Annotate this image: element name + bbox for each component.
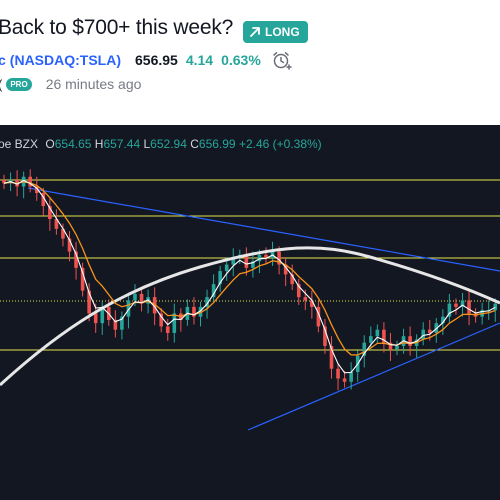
session-change: +2.46 (+0.38%) (238, 137, 322, 151)
candle-body[interactable] (467, 300, 471, 314)
candle-body[interactable] (382, 329, 386, 343)
ascending-trendline[interactable] (247, 322, 500, 431)
pro-badge: PRO (6, 77, 32, 91)
ohlc-legend: oe BZX O654.65 H657.44 L652.94 C656.99 +… (0, 137, 322, 151)
candle-body[interactable] (408, 336, 412, 346)
candle-body[interactable] (277, 251, 281, 265)
candle-body[interactable] (251, 261, 255, 268)
candle-body[interactable] (48, 206, 52, 220)
data-source: oe BZX (0, 137, 39, 151)
candle-body[interactable] (244, 254, 249, 268)
candle-body[interactable] (375, 329, 380, 337)
symbol-name[interactable]: c (0, 52, 6, 68)
low-value: 652.94 (150, 137, 187, 151)
candle-body[interactable] (172, 313, 177, 333)
close-value: 656.99 (198, 137, 236, 151)
candle-body[interactable] (34, 186, 39, 194)
post-timestamp: 26 minutes ago (45, 76, 142, 92)
candle-body[interactable] (2, 180, 6, 184)
price-change-percent: 0.63% (221, 52, 261, 68)
candle-body[interactable] (395, 345, 399, 350)
candle-body[interactable] (460, 300, 465, 307)
candle-body[interactable] (41, 193, 46, 207)
idea-title[interactable]: Back to $700+ this week? (0, 16, 234, 39)
low-label: L (143, 137, 151, 151)
candle-body[interactable] (257, 254, 262, 262)
candle-body[interactable] (290, 274, 294, 285)
fast-moving-average[interactable] (3, 179, 496, 374)
candle-body[interactable] (93, 313, 98, 324)
candle-body[interactable] (296, 284, 301, 298)
candle-body[interactable] (165, 326, 170, 333)
candle-body[interactable] (54, 219, 59, 229)
candle-body[interactable] (342, 378, 347, 382)
candle-body[interactable] (329, 345, 334, 369)
candle-body[interactable] (283, 264, 288, 275)
trendlines (27, 187, 500, 431)
candle-body[interactable] (198, 306, 203, 317)
candle-body[interactable] (74, 251, 78, 268)
alarm-clock-plus-icon[interactable] (271, 50, 293, 70)
chart-canvas[interactable] (0, 125, 500, 500)
candle-body[interactable] (454, 303, 458, 307)
candle-body[interactable] (80, 267, 85, 291)
candle-body[interactable] (323, 326, 327, 346)
candle-body[interactable] (447, 303, 452, 317)
high-label: H (94, 137, 104, 151)
candle-body[interactable] (349, 371, 353, 382)
candle-body[interactable] (152, 297, 157, 314)
candle-body[interactable] (113, 319, 118, 330)
price-change: 4.14 (185, 52, 214, 68)
candle-body[interactable] (231, 258, 236, 265)
symbol-ticker-link[interactable]: (NASDAQ:TSLA) (9, 52, 122, 68)
candle-body[interactable] (67, 238, 72, 252)
candle-body[interactable] (211, 284, 216, 298)
candle-body[interactable] (336, 368, 340, 379)
candle-body[interactable] (218, 271, 222, 285)
open-label: O (45, 137, 55, 151)
candle-body[interactable] (388, 342, 393, 350)
candle-body[interactable] (303, 297, 308, 301)
open-value: 654.65 (54, 137, 92, 151)
candle-body[interactable] (126, 300, 131, 317)
candle-body[interactable] (28, 176, 32, 187)
candle-body[interactable] (61, 228, 65, 239)
long-badge: LONG (243, 21, 308, 43)
author-name[interactable]: ( (0, 77, 2, 92)
candle-body[interactable] (100, 306, 105, 324)
descending-trendline[interactable] (27, 187, 500, 272)
price-chart[interactable]: oe BZX O654.65 H657.44 L652.94 C656.99 +… (0, 125, 500, 500)
arrow-up-right-icon (250, 27, 260, 37)
candle-body[interactable] (139, 293, 144, 304)
long-moving-average[interactable] (0, 246, 500, 387)
last-price: 656.95 (135, 52, 178, 68)
candle-body[interactable] (316, 306, 321, 327)
idea-header: Back to $700+ this week? LONG c (NASDAQ:… (0, 0, 500, 125)
candle-body[interactable] (87, 290, 91, 314)
candle-body[interactable] (264, 254, 268, 259)
candle-body[interactable] (362, 342, 367, 356)
symbol-row: c (NASDAQ:TSLA) 656.95 4.14 0.63% (0, 50, 293, 70)
candle-body[interactable] (421, 329, 425, 340)
candle-body[interactable] (441, 316, 445, 324)
moving-averages (0, 179, 500, 387)
candle-body[interactable] (493, 303, 498, 311)
candle-body[interactable] (159, 313, 163, 327)
high-value: 657.44 (103, 137, 141, 151)
candle-body[interactable] (369, 336, 373, 343)
candle-body[interactable] (224, 264, 229, 272)
candle-body[interactable] (133, 293, 137, 301)
candle-body[interactable] (310, 300, 314, 307)
candles (2, 169, 498, 391)
candle-body[interactable] (192, 306, 196, 317)
close-label: C (190, 137, 199, 151)
candle-body[interactable] (205, 297, 209, 307)
candle-body[interactable] (427, 329, 432, 333)
author-row: ( PRO 26 minutes ago (0, 76, 141, 92)
long-badge-label: LONG (265, 25, 300, 39)
candle-body[interactable] (120, 316, 124, 330)
slow-moving-average[interactable] (3, 181, 496, 356)
